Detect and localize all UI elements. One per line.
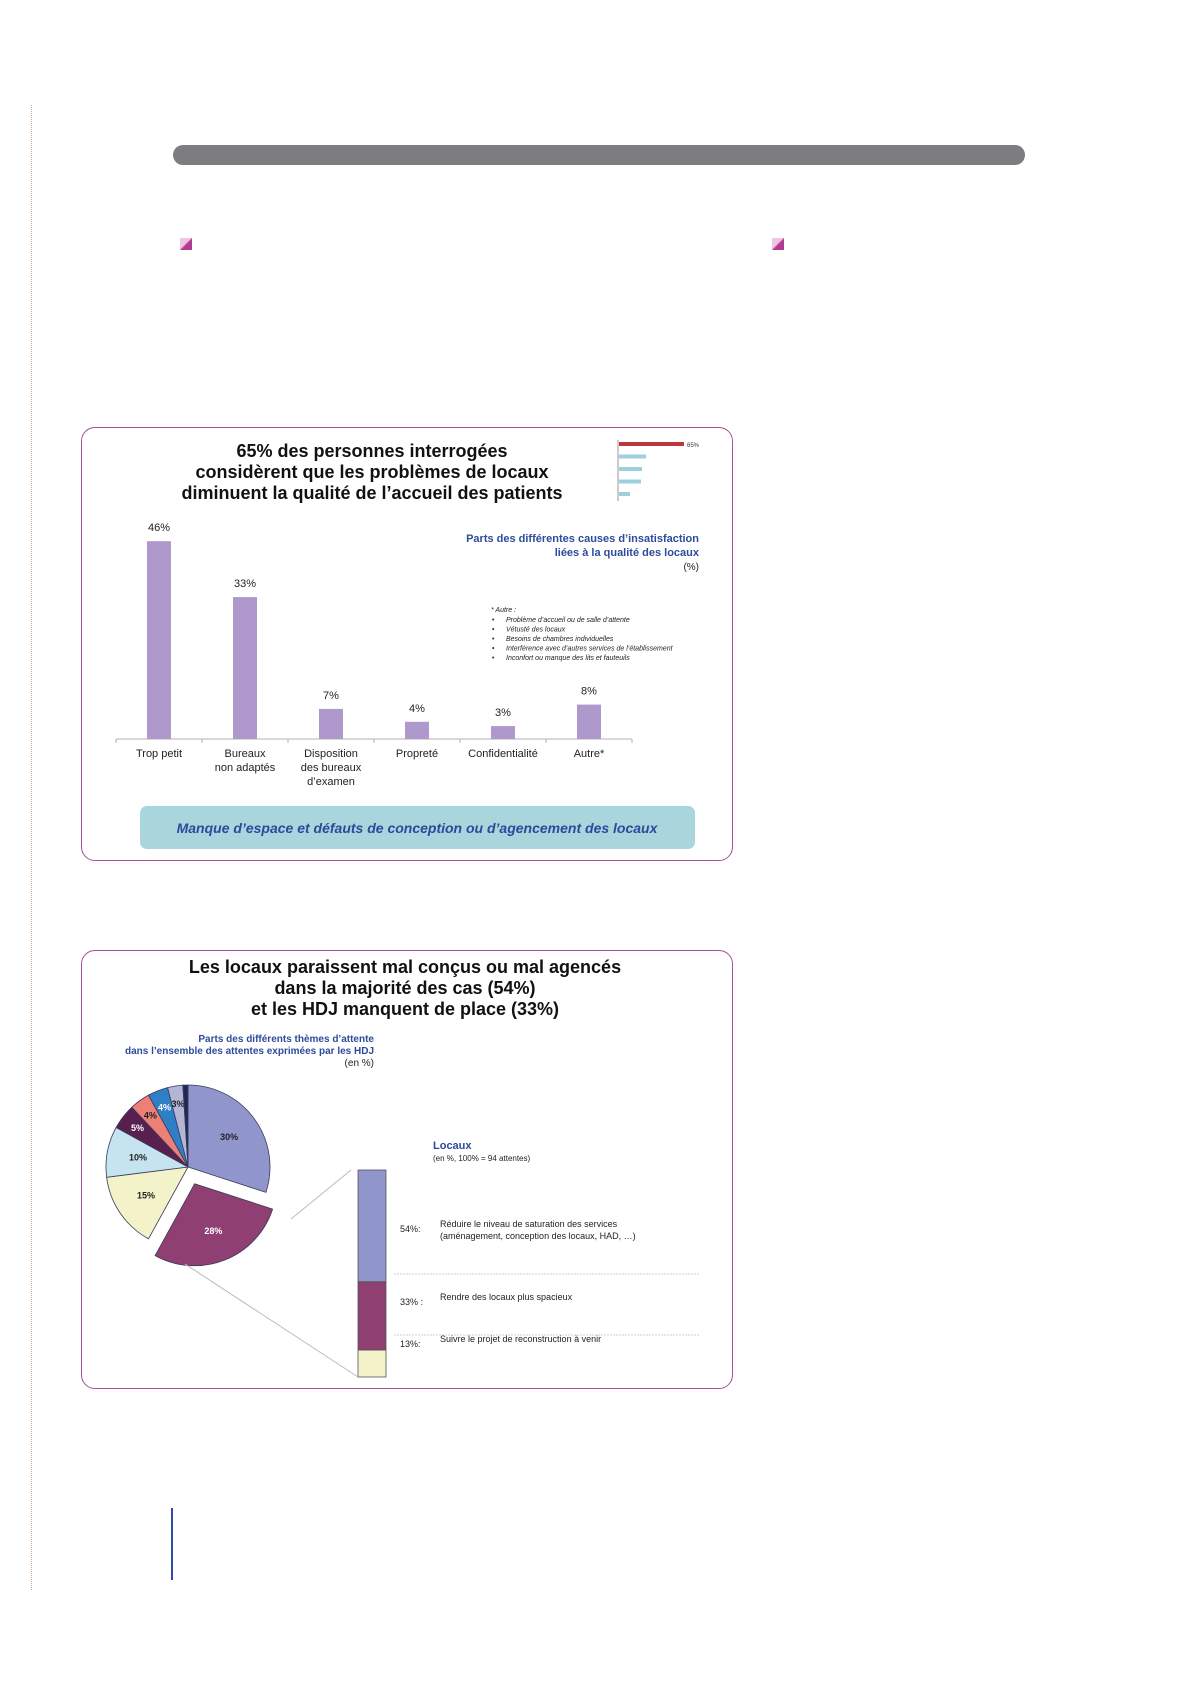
pie-slice-label: 5%: [131, 1123, 144, 1133]
bar-value-label: 4%: [409, 703, 425, 715]
breakdown-segment: [357, 1169, 387, 1283]
breakdown-pct-label: 54%:: [400, 1224, 421, 1234]
category-label: Bureaux: [225, 748, 266, 760]
mini-chart-bar: [619, 454, 646, 459]
breakdown-item-text: (aménagement, conception des locaux, HAD…: [440, 1231, 636, 1241]
footnote-item: Besoins de chambres individuelles: [506, 636, 614, 643]
chart-title-line: diminuent la qualité de l’accueil des pa…: [181, 483, 562, 503]
breakdown-pct-label: 13%:: [400, 1339, 421, 1349]
breakdown-segment: [357, 1281, 387, 1351]
mini-chart-bar: [619, 479, 641, 484]
category-label: Propreté: [396, 748, 438, 760]
chart-subtitle-line: (%): [683, 562, 699, 573]
conclusion-text: Manque d’espace et défauts de conception…: [177, 820, 659, 836]
footnote-title: * Autre :: [491, 607, 516, 614]
footnote-item: Inconfort ou manque des lits et fauteuil…: [506, 655, 630, 662]
pie-slice: [106, 1166, 189, 1240]
footnote-bullet: •: [492, 646, 495, 653]
mini-chart-label: 65%: [687, 443, 700, 449]
chart-subtitle-line: dans l’ensemble des attentes exprimées p…: [125, 1046, 374, 1057]
chart-subtitle-line: Parts des différents thèmes d’attente: [198, 1034, 374, 1045]
bar: [491, 726, 515, 739]
bar: [577, 704, 601, 739]
pie-slice-label: 10%: [129, 1152, 147, 1162]
chart-subtitle-line: (en %): [345, 1058, 374, 1069]
breakdown-item-text: Suivre le projet de reconstruction à ven…: [440, 1334, 601, 1344]
pie-slice-label: 4%: [144, 1110, 157, 1120]
breakdown-subtitle: (en %, 100% = 94 attentes): [433, 1154, 531, 1163]
bar: [405, 721, 429, 739]
margin-guide-line: [31, 105, 32, 1590]
connector-line: [184, 1263, 359, 1378]
chart-subtitle-line: Parts des différentes causes d’insatisfa…: [466, 533, 699, 545]
mini-chart-bar: [619, 467, 642, 471]
footer-rule: [171, 1508, 173, 1580]
pie-chart-panel: Les locaux paraissent mal conçus ou mal …: [81, 950, 733, 1389]
pie-slice-label: 3%: [171, 1099, 184, 1109]
pie-slice-label: 15%: [137, 1191, 155, 1201]
bar-chart-panel: 65% des personnes interrogées considèrent…: [81, 427, 733, 861]
breakdown-title: Locaux: [433, 1140, 472, 1152]
breakdown-pct-label: 33% :: [400, 1297, 423, 1307]
bar-value-label: 3%: [495, 707, 511, 719]
footnote-bullet: •: [492, 627, 495, 634]
category-label: Autre*: [574, 748, 605, 760]
mini-chart-bar: [619, 492, 630, 496]
pie-slice: [154, 1183, 274, 1267]
conclusion-banner: [140, 806, 695, 849]
category-label: Confidentialité: [468, 748, 538, 760]
breakdown-segment: [357, 1349, 387, 1378]
connector-line: [290, 1169, 352, 1220]
bar-value-label: 8%: [581, 686, 597, 698]
category-label: Trop petit: [136, 748, 182, 760]
footnote-bullet: •: [492, 636, 495, 643]
pie-slice-label: 4%: [158, 1103, 171, 1113]
pie-slice-label: 30%: [220, 1132, 238, 1142]
bar: [233, 597, 257, 739]
bar: [319, 708, 343, 739]
chart-title-line: considèrent que les problèmes de locaux: [195, 462, 548, 482]
footnote-item: Problème d’accueil ou de salle d’attente: [506, 617, 630, 624]
bullet-marker-right: [772, 238, 784, 250]
pie-slice: [182, 1084, 189, 1168]
bar-value-label: 33%: [234, 578, 256, 590]
category-label: des bureaux: [301, 762, 362, 774]
footnote-bullet: •: [492, 617, 495, 624]
chart-title-line: dans la majorité des cas (54%): [274, 978, 535, 998]
bar-value-label: 7%: [323, 690, 339, 702]
footnote-item: Vétusté des locaux: [506, 627, 566, 634]
mini-chart-bar: [619, 442, 684, 446]
header-bar: [173, 145, 1025, 165]
category-label: Disposition: [304, 748, 358, 760]
bar-chart: 65% des personnes interrogéesconsidèrent…: [115, 440, 700, 849]
pie-chart: Les locaux paraissent mal conçus ou mal …: [105, 957, 699, 1378]
chart-title-line: et les HDJ manquent de place (33%): [251, 999, 559, 1019]
category-label: non adaptés: [215, 762, 276, 774]
pie-slice-label: 28%: [204, 1226, 222, 1236]
bar: [147, 541, 171, 739]
footnote-item: Interférence avec d’autres services de l…: [506, 646, 674, 653]
chart-title-line: Les locaux paraissent mal conçus ou mal …: [189, 957, 621, 977]
category-label: d’examen: [307, 776, 355, 788]
breakdown-item-text: Réduire le niveau de saturation des serv…: [440, 1219, 618, 1229]
bullet-marker-left: [180, 238, 192, 250]
chart-title-line: 65% des personnes interrogées: [236, 441, 507, 461]
footnote-bullet: •: [492, 655, 495, 662]
pie-slice: [187, 1084, 271, 1193]
bar-value-label: 46%: [148, 522, 170, 534]
chart-subtitle-line: liées à la qualité des locaux: [555, 547, 700, 559]
breakdown-item-text: Rendre des locaux plus spacieux: [440, 1292, 573, 1302]
